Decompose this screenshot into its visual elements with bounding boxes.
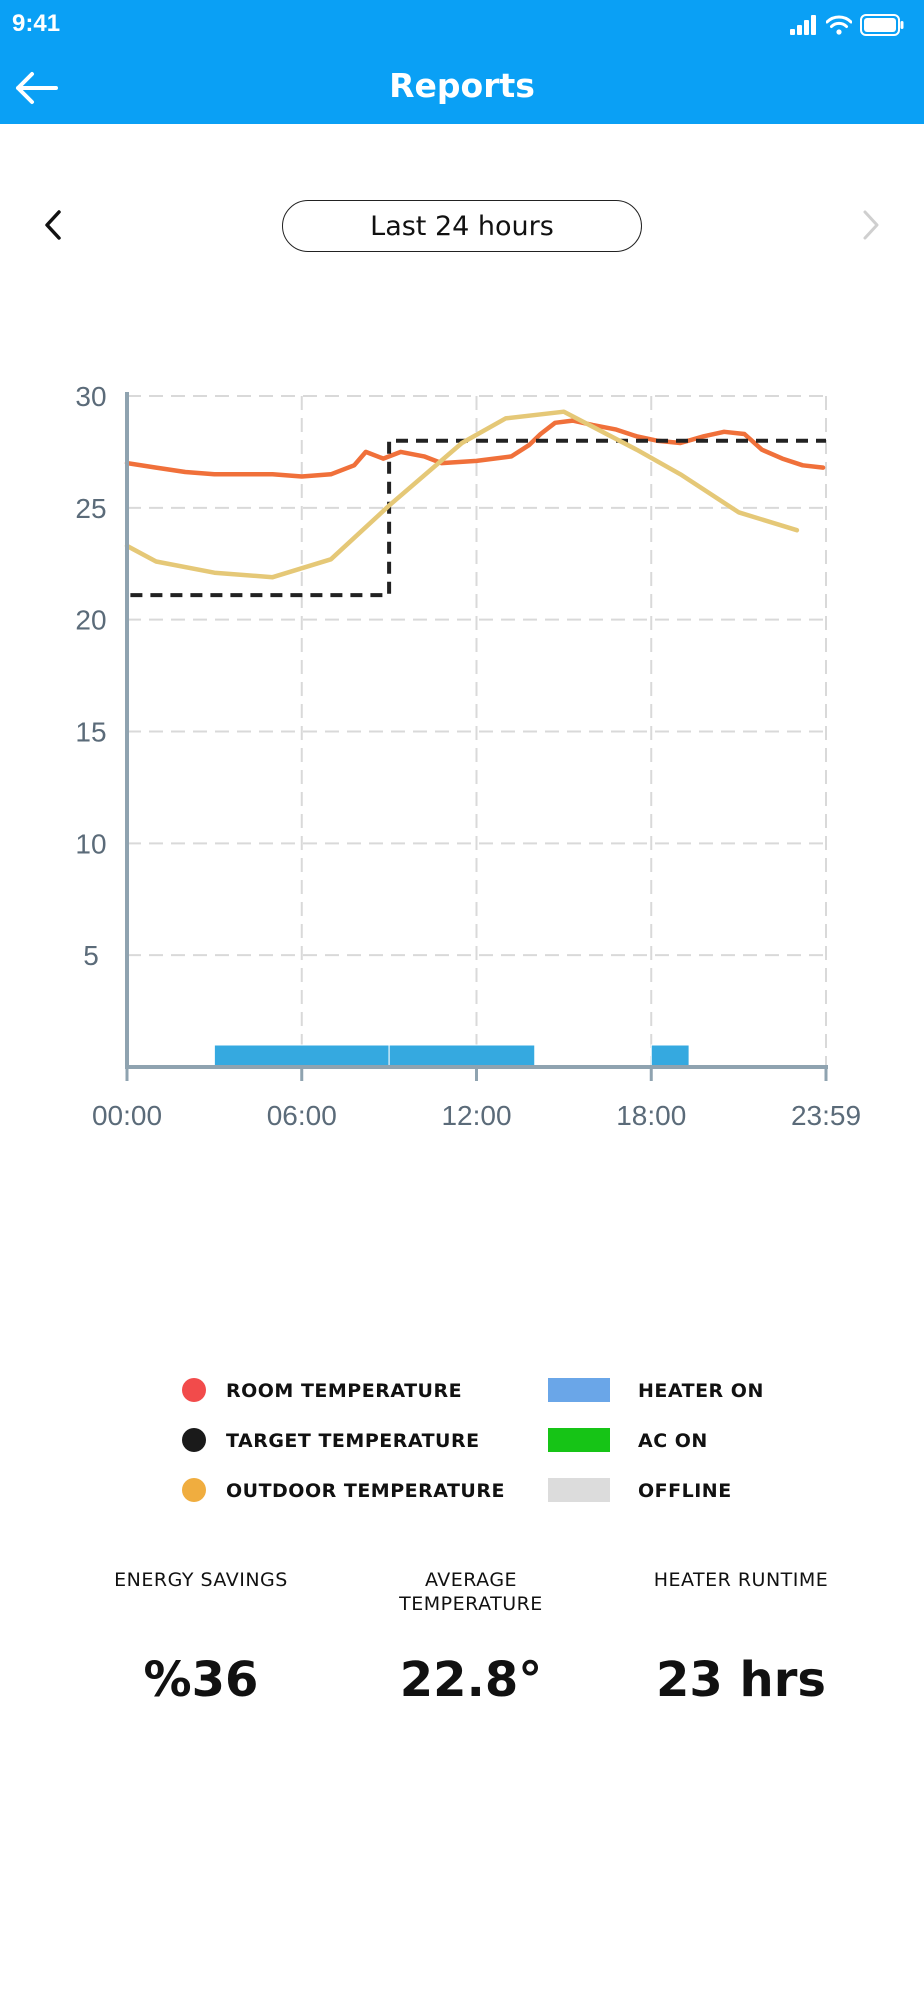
chart-legend: ROOM TEMPERATURE TARGET TEMPERATURE OUTD… bbox=[0, 1372, 924, 1532]
wifi-icon bbox=[826, 15, 852, 35]
x-tick-label: 23:59 bbox=[791, 1100, 861, 1131]
x-tick-label: 18:00 bbox=[616, 1100, 686, 1131]
next-period-button[interactable] bbox=[856, 208, 884, 242]
previous-period-button[interactable] bbox=[40, 208, 68, 242]
status-time: 9:41 bbox=[12, 10, 61, 37]
stat-label-average-temperature: AVERAGE TEMPERATURE bbox=[399, 1569, 543, 1615]
legend-label-ac-on: AC ON bbox=[638, 1430, 708, 1452]
stat-value-energy-savings: %36 bbox=[143, 1652, 259, 1708]
y-tick-label: 5 bbox=[83, 940, 99, 971]
date-range-selector: Last 24 hours bbox=[0, 196, 924, 252]
legend-dot-target-temperature bbox=[182, 1428, 206, 1452]
arrow-left-icon bbox=[16, 72, 58, 104]
chevron-left-icon bbox=[45, 210, 61, 240]
battery-icon bbox=[860, 14, 904, 36]
stat-label-energy-savings: ENERGY SAVINGS bbox=[114, 1569, 288, 1591]
y-tick-label: 30 bbox=[75, 381, 106, 412]
series-line-outdoor-temperature bbox=[124, 409, 800, 580]
status-icons bbox=[790, 12, 904, 38]
legend-item-target-temperature bbox=[182, 1422, 206, 1458]
range-label: Last 24 hours bbox=[370, 210, 554, 242]
x-tick-label: 00:00 bbox=[92, 1100, 162, 1131]
stat-value-heater-runtime: 23 hrs bbox=[656, 1652, 826, 1708]
y-tick-label: 15 bbox=[75, 717, 106, 748]
legend-swatch-heater-on bbox=[548, 1378, 610, 1402]
summary-stats: ENERGY SAVINGS %36 AVERAGE TEMPERATURE 2… bbox=[0, 1568, 924, 1718]
legend-label-heater-on: HEATER ON bbox=[638, 1380, 764, 1402]
legend-label-room-temperature: ROOM TEMPERATURE bbox=[226, 1380, 463, 1402]
back-button[interactable] bbox=[14, 68, 60, 108]
stat-value-average-temperature: 22.8° bbox=[399, 1652, 543, 1708]
app-header: 9:41 Reports bbox=[0, 0, 924, 124]
chart-axes bbox=[125, 392, 828, 1081]
legend-item-outdoor-temperature bbox=[182, 1472, 206, 1508]
legend-swatch-offline bbox=[548, 1478, 610, 1502]
stat-average-temperature: AVERAGE TEMPERATURE 22.8° bbox=[336, 1568, 606, 1708]
x-tick-label: 06:00 bbox=[267, 1100, 337, 1131]
legend-item-ac-on bbox=[548, 1422, 610, 1458]
chart-grid bbox=[127, 395, 827, 1067]
stat-energy-savings: ENERGY SAVINGS %36 bbox=[66, 1568, 336, 1708]
chart-tick-labels: 5 10 15 20 25 30 00:00 06:00 12:00 18:00 23:59 bbox=[75, 381, 861, 1131]
legend-label-outdoor-temperature: OUTDOOR TEMPERATURE bbox=[226, 1480, 505, 1502]
legend-swatch-ac-on bbox=[548, 1428, 610, 1452]
legend-item-heater-on bbox=[548, 1372, 610, 1408]
legend-label-offline: OFFLINE bbox=[638, 1480, 732, 1502]
stat-heater-runtime: HEATER RUNTIME 23 hrs bbox=[606, 1568, 876, 1708]
x-tick-label: 12:00 bbox=[441, 1100, 511, 1131]
legend-item-offline bbox=[548, 1472, 610, 1508]
legend-dot-outdoor-temperature bbox=[182, 1478, 206, 1502]
y-tick-label: 10 bbox=[75, 828, 106, 859]
stat-label-heater-runtime: HEATER RUNTIME bbox=[653, 1569, 829, 1591]
page-title: Reports bbox=[389, 66, 535, 105]
series-line-room-temperature bbox=[124, 418, 826, 479]
chart-series bbox=[124, 409, 826, 598]
range-label-pill[interactable]: Last 24 hours bbox=[282, 200, 642, 252]
legend-label-target-temperature: TARGET TEMPERATURE bbox=[226, 1430, 480, 1452]
heater-on-bar bbox=[388, 1044, 536, 1068]
heater-on-bar bbox=[650, 1044, 690, 1068]
legend-dot-room-temperature bbox=[182, 1378, 206, 1402]
legend-item-room-temperature bbox=[182, 1372, 206, 1408]
chevron-right-icon bbox=[863, 210, 879, 240]
y-tick-label: 20 bbox=[75, 605, 106, 636]
heater-on-bar bbox=[213, 1044, 390, 1068]
signal-icon bbox=[790, 15, 816, 35]
heater-on-bars bbox=[213, 1044, 690, 1068]
y-tick-label: 25 bbox=[75, 493, 106, 524]
temperature-chart: 5 10 15 20 25 30 00:00 06:00 12:00 18:00 23:59 bbox=[75, 381, 861, 1131]
